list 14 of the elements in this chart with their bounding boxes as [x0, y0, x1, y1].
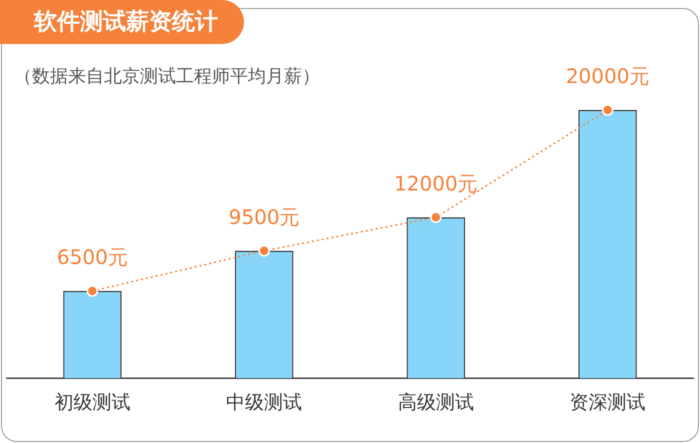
point	[602, 104, 614, 116]
point	[86, 285, 98, 297]
chart-subtitle: （数据来自北京测试工程师平均月薪）	[14, 65, 320, 88]
point	[258, 245, 270, 257]
point	[430, 212, 442, 224]
x-tick-label: 高级测试	[398, 392, 474, 414]
x-tick-label: 初级测试	[54, 392, 130, 414]
chart-title: 软件测试薪资统计	[0, 0, 244, 44]
data-label: 6500元	[56, 245, 128, 270]
data-label: 9500元	[228, 205, 300, 230]
x-tick-label: 中级测试	[226, 392, 302, 414]
data-label: 12000元	[394, 171, 478, 196]
data-label: 20000元	[566, 64, 650, 88]
x-tick-label: 资深测试	[570, 392, 646, 414]
